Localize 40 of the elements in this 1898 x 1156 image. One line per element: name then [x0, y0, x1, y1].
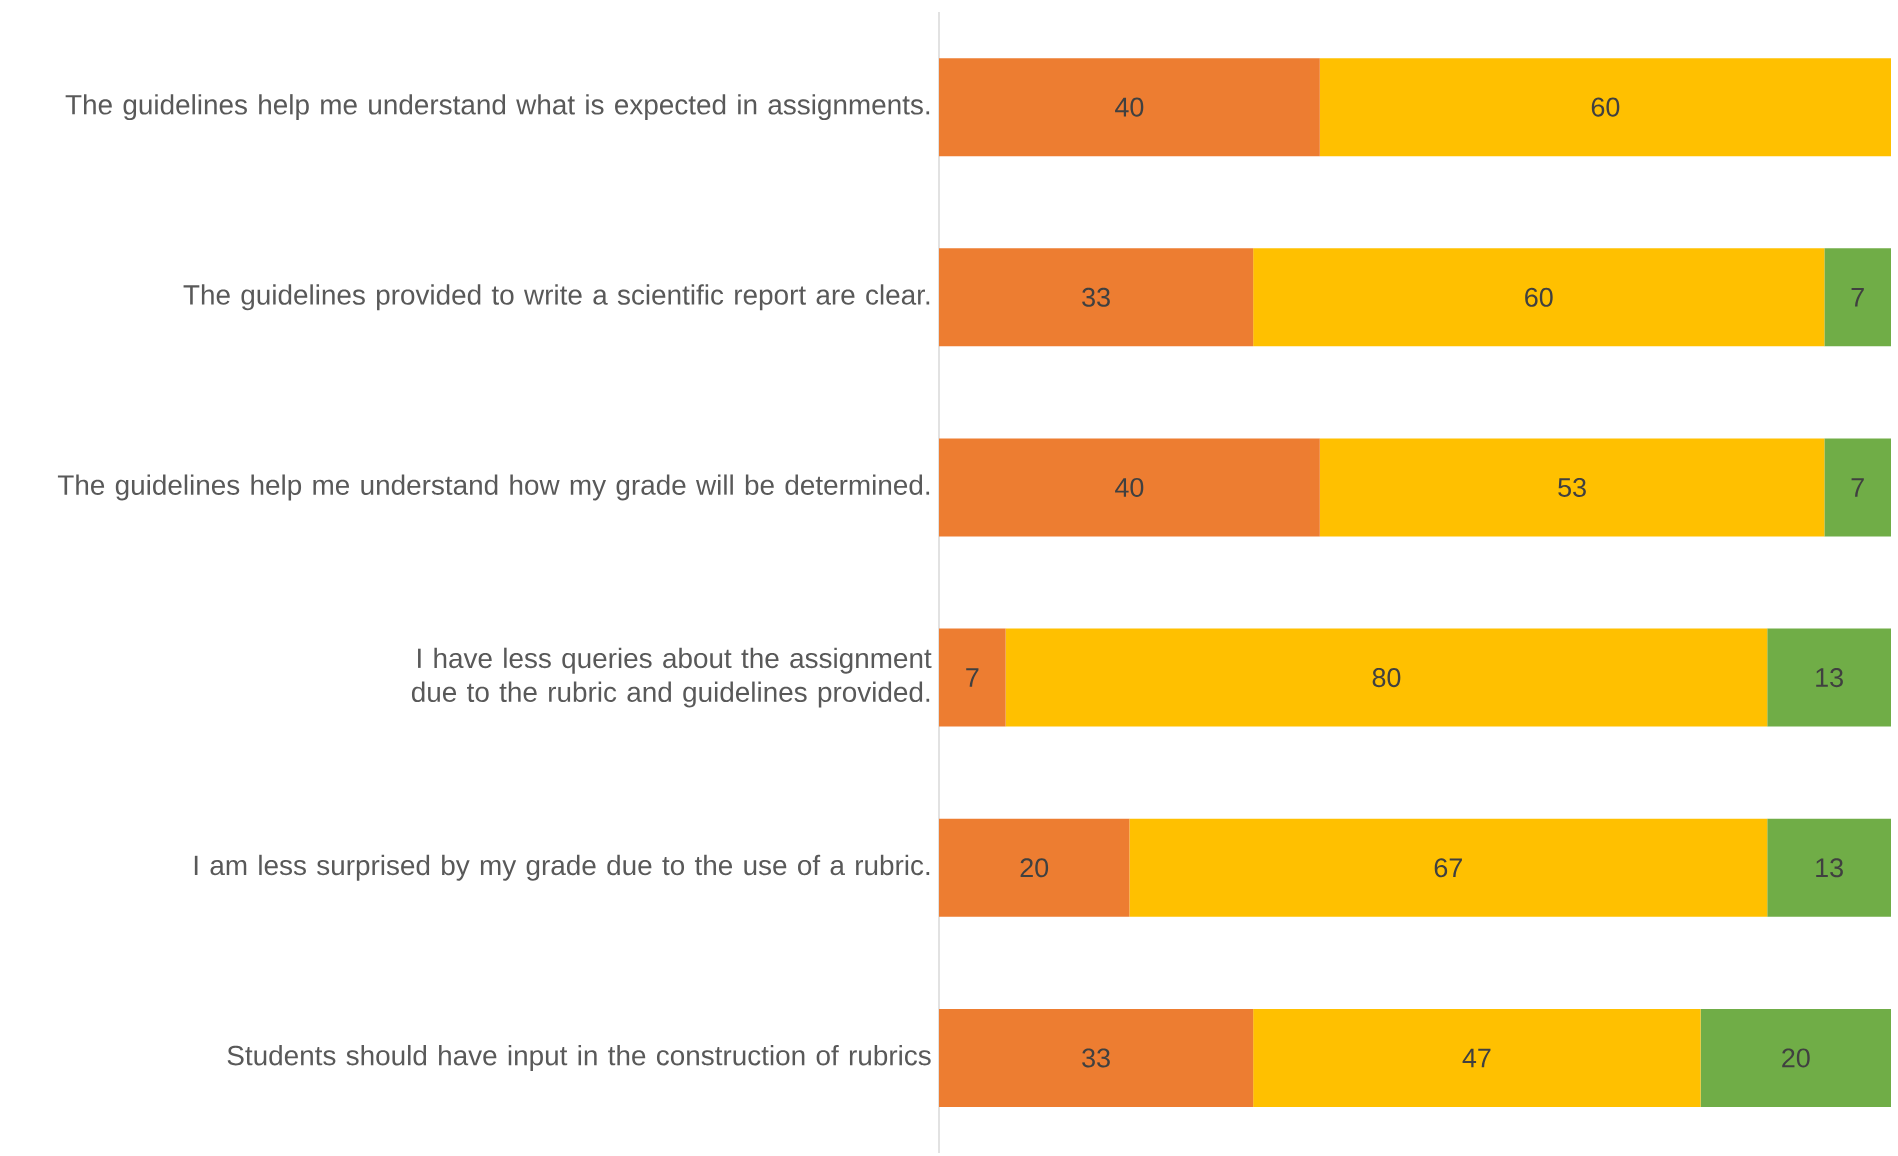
data-label: 7 [966, 668, 979, 687]
bar [1824, 248, 1892, 347]
y-tick-label: The guidelines help me understand how my grade will be determined. [57, 474, 930, 501]
data-label: 13 [1816, 668, 1843, 688]
bar [939, 438, 1320, 537]
data-label: 40 [1115, 97, 1144, 117]
y-tick-label: The guidelines provided to write a scientific report are clear. [183, 284, 930, 311]
y-tick-label: The guidelines help me understand what is expected in assignments. [65, 94, 930, 121]
bar [1824, 438, 1892, 537]
data-label: 60 [1525, 287, 1553, 307]
bar [939, 628, 1006, 727]
data-label: 60 [1591, 97, 1620, 117]
bar [939, 1008, 1254, 1107]
bar [1319, 58, 1892, 157]
bar [1767, 818, 1892, 917]
data-label: 33 [1082, 287, 1110, 307]
data-label: 47 [1462, 1048, 1491, 1068]
data-label: 40 [1115, 477, 1144, 497]
data-label: 80 [1372, 668, 1401, 688]
bar [1005, 628, 1768, 727]
y-tick-label: I am less surprised by my grade due to the use of a rubric. [194, 854, 930, 881]
data-label: 7 [1851, 288, 1864, 307]
data-label: 67 [1434, 858, 1462, 878]
bar [1129, 818, 1768, 917]
data-label: 13 [1816, 858, 1843, 878]
data-label: 20 [1782, 1048, 1810, 1068]
data-label: 53 [1558, 477, 1586, 497]
data-label: 20 [1020, 858, 1049, 878]
data-label: 33 [1082, 1048, 1110, 1068]
bar [1700, 1008, 1892, 1107]
y-tick-label: Students should have input in the construction of rubrics [227, 1044, 931, 1071]
bar [1319, 438, 1825, 537]
bar [1253, 1008, 1701, 1107]
bar [1253, 248, 1825, 347]
bar [1767, 628, 1892, 727]
bar [939, 58, 1320, 157]
data-label: 7 [1851, 478, 1864, 497]
bar [939, 818, 1130, 917]
bar [939, 248, 1254, 347]
y-tick-label: I have less queries about the assignment due to the rubric and guidelines provided. [411, 647, 932, 708]
